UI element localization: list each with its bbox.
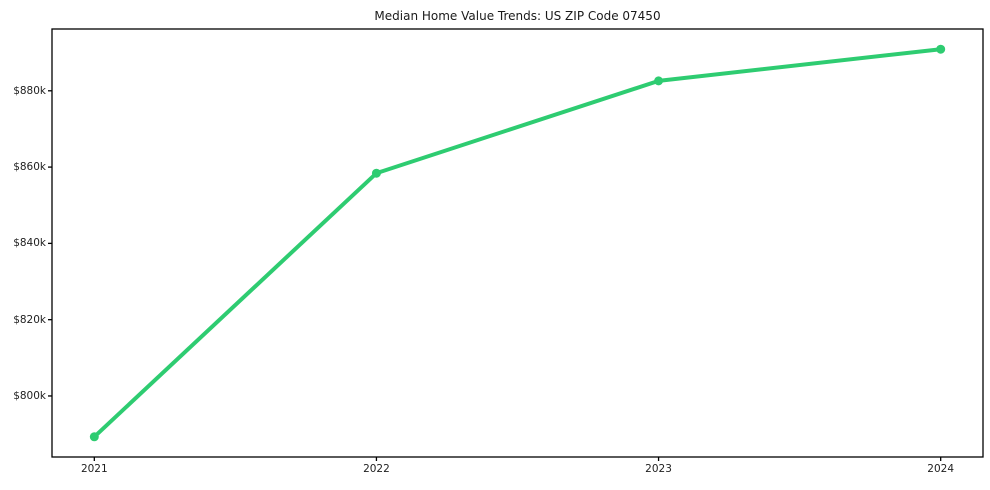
- data-point-marker: [936, 44, 946, 54]
- data-point-marker: [371, 168, 381, 178]
- x-tick-label: 2022: [363, 463, 390, 475]
- y-tick-label: $820k: [13, 313, 46, 326]
- data-point-marker: [654, 76, 664, 86]
- x-tick-label: 2024: [927, 463, 955, 475]
- x-tick-label: 2021: [80, 463, 108, 475]
- x-tick-label: 2023: [645, 463, 672, 475]
- trend-line: [92, 47, 943, 439]
- y-tick-label: $860k: [13, 161, 46, 174]
- y-tick-label: $880k: [13, 84, 46, 97]
- y-tick-label: $840k: [13, 237, 46, 250]
- chart-title: Median Home Value Trends: US ZIP Code 07…: [374, 9, 661, 23]
- y-tick-label: $800k: [13, 389, 46, 402]
- data-point-marker: [89, 432, 99, 442]
- plot-border: [51, 28, 984, 458]
